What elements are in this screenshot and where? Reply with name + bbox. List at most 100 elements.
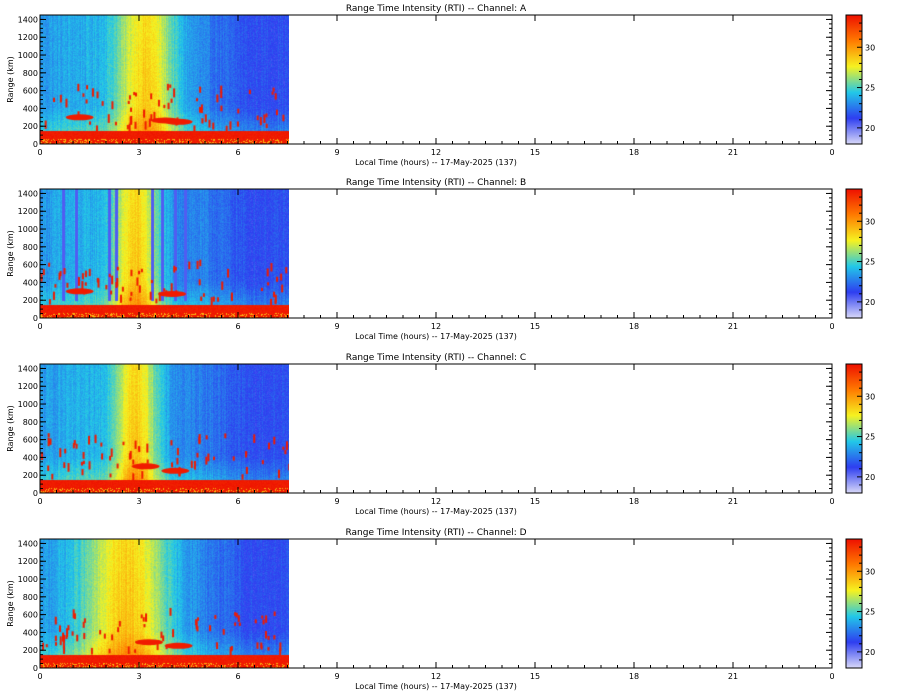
panel-title: Range Time Intensity (RTI) -- Channel: B — [346, 178, 526, 188]
y-tick-label: 400 — [23, 278, 38, 287]
x-tick-label: 0 — [829, 322, 834, 331]
colorbar-tick-label: 20 — [865, 473, 875, 482]
colorbar-tick-label: 30 — [865, 217, 875, 226]
colorbar: 20 25 30 — [845, 538, 875, 669]
x-tick-label: 0 — [829, 148, 834, 157]
colorbar-tick-label: 20 — [865, 298, 875, 307]
x-tick-label: 21 — [728, 322, 738, 331]
y-tick-label: 800 — [23, 593, 38, 602]
x-tick-label: 0 — [829, 672, 834, 681]
x-tick-label: 0 — [37, 497, 42, 506]
y-axis-label: Range (km) — [6, 405, 15, 452]
y-tick-label: 0 — [33, 314, 38, 323]
colorbar-tick-label: 30 — [865, 567, 875, 576]
y-tick-label: 200 — [23, 646, 38, 655]
x-axis-label: Local Time (hours) -- 17-May-2025 (137) — [355, 682, 517, 691]
x-tick-label: 0 — [37, 322, 42, 331]
colorbar-tick-label: 25 — [865, 84, 875, 93]
y-tick-label: 800 — [23, 69, 38, 78]
y-tick-label: 600 — [23, 436, 38, 445]
y-tick-label: 1200 — [18, 382, 38, 391]
x-tick-label: 3 — [136, 148, 141, 157]
x-tick-label: 18 — [629, 672, 639, 681]
x-tick-label: 12 — [431, 148, 441, 157]
y-tick-label: 1000 — [18, 400, 38, 409]
y-tick-label: 1000 — [18, 51, 38, 60]
x-tick-label: 21 — [728, 148, 738, 157]
x-tick-label: 21 — [728, 497, 738, 506]
x-tick-label: 9 — [334, 148, 339, 157]
rti-panel-b: Range Time Intensity (RTI) -- Channel: B… — [6, 178, 875, 341]
y-tick-label: 1000 — [18, 575, 38, 584]
x-tick-label: 15 — [530, 497, 540, 506]
rti-panel-c: Range Time Intensity (RTI) -- Channel: C… — [6, 353, 875, 516]
y-tick-label: 600 — [23, 87, 38, 96]
colorbar: 20 25 30 — [845, 14, 875, 145]
x-tick-label: 12 — [431, 497, 441, 506]
x-tick-label: 0 — [37, 672, 42, 681]
rti-heatmap-image — [40, 15, 289, 144]
panel-title: Range Time Intensity (RTI) -- Channel: C — [346, 353, 526, 363]
x-tick-label: 3 — [136, 322, 141, 331]
x-tick-label: 15 — [530, 148, 540, 157]
y-axis-label: Range (km) — [6, 580, 15, 627]
x-tick-label: 12 — [431, 322, 441, 331]
colorbar-tick-label: 20 — [865, 124, 875, 133]
y-tick-label: 200 — [23, 296, 38, 305]
y-tick-label: 1400 — [18, 364, 38, 373]
x-tick-label: 9 — [334, 322, 339, 331]
x-axis-label: Local Time (hours) -- 17-May-2025 (137) — [355, 332, 517, 341]
panel-title: Range Time Intensity (RTI) -- Channel: D — [345, 528, 526, 538]
x-tick-label: 6 — [235, 497, 240, 506]
colorbar-tick-label: 20 — [865, 648, 875, 657]
x-tick-label: 6 — [235, 672, 240, 681]
x-axis-label: Local Time (hours) -- 17-May-2025 (137) — [355, 507, 517, 516]
y-tick-label: 1000 — [18, 225, 38, 234]
y-tick-label: 600 — [23, 261, 38, 270]
y-tick-label: 400 — [23, 628, 38, 637]
x-tick-label: 6 — [235, 322, 240, 331]
y-tick-label: 800 — [23, 243, 38, 252]
y-axis-label: Range (km) — [6, 230, 15, 277]
x-tick-label: 3 — [136, 672, 141, 681]
x-tick-label: 18 — [629, 148, 639, 157]
y-tick-label: 0 — [33, 664, 38, 673]
rti-heatmap-image — [40, 539, 289, 668]
x-tick-label: 0 — [37, 148, 42, 157]
x-tick-label: 12 — [431, 672, 441, 681]
y-tick-label: 200 — [23, 471, 38, 480]
rti-panel-a: Range Time Intensity (RTI) -- Channel: A… — [6, 4, 875, 167]
rti-heatmap-image — [40, 364, 289, 493]
y-tick-label: 1200 — [18, 33, 38, 42]
colorbar-tick-label: 25 — [865, 433, 875, 442]
y-axis-label: Range (km) — [6, 56, 15, 103]
colorbar-tick-label: 25 — [865, 608, 875, 617]
colorbar-tick-label: 25 — [865, 258, 875, 267]
y-tick-label: 400 — [23, 453, 38, 462]
y-tick-label: 0 — [33, 489, 38, 498]
rti-panel-d: Range Time Intensity (RTI) -- Channel: D… — [6, 528, 875, 691]
x-tick-label: 9 — [334, 497, 339, 506]
x-tick-label: 3 — [136, 497, 141, 506]
x-tick-label: 9 — [334, 672, 339, 681]
x-tick-label: 0 — [829, 497, 834, 506]
rti-heatmap-image — [40, 189, 289, 318]
y-tick-label: 200 — [23, 122, 38, 131]
y-tick-label: 1200 — [18, 207, 38, 216]
x-tick-label: 15 — [530, 322, 540, 331]
panel-title: Range Time Intensity (RTI) -- Channel: A — [346, 4, 527, 14]
x-tick-label: 18 — [629, 322, 639, 331]
y-tick-label: 800 — [23, 418, 38, 427]
x-tick-label: 18 — [629, 497, 639, 506]
y-tick-label: 400 — [23, 104, 38, 113]
y-tick-label: 1400 — [18, 539, 38, 548]
x-axis-label: Local Time (hours) -- 17-May-2025 (137) — [355, 158, 517, 167]
y-tick-label: 1400 — [18, 15, 38, 24]
y-tick-label: 1200 — [18, 557, 38, 566]
y-tick-label: 0 — [33, 140, 38, 149]
colorbar: 20 25 30 — [845, 363, 875, 494]
y-tick-label: 600 — [23, 611, 38, 620]
colorbar-tick-label: 30 — [865, 43, 875, 52]
y-tick-label: 1400 — [18, 189, 38, 198]
